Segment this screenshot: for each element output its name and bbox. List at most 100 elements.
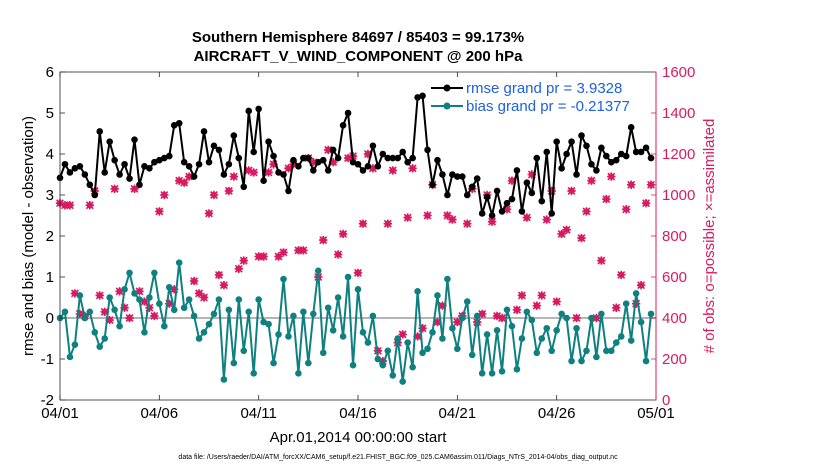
bias-point: [61, 308, 69, 316]
bias-point: [245, 308, 253, 316]
rmse-point: [478, 210, 486, 217]
bias-point: [459, 314, 466, 322]
bias-point: [141, 329, 148, 336]
obs-possible-marker: [320, 237, 327, 244]
bias-point: [106, 294, 113, 301]
obs-assimilated-marker: [179, 178, 189, 187]
bias-point: [622, 300, 630, 307]
bias-point: [543, 324, 551, 332]
obs-count-point: [65, 201, 75, 210]
rmse-point: [151, 158, 158, 166]
obs-count-point: [110, 184, 119, 194]
rmse-point: [508, 195, 516, 203]
rmse-point: [399, 148, 407, 156]
obs-possible-marker: [538, 292, 545, 299]
bias-point: [369, 312, 377, 320]
obs-possible-marker: [523, 214, 530, 221]
bias-point: [165, 283, 173, 291]
bias-point: [404, 339, 411, 346]
obs-assimilated-marker: [537, 291, 546, 300]
rmse-point: [459, 173, 466, 180]
rmse-point: [588, 160, 595, 168]
obs-possible-marker: [464, 220, 471, 227]
obs-count-point: [403, 213, 412, 222]
y-tick-label-left: -1: [41, 351, 54, 368]
bias-point: [344, 273, 352, 281]
rmse-point: [354, 160, 362, 168]
obs-assimilated-marker: [363, 149, 373, 159]
obs-possible-marker: [275, 253, 282, 260]
rmse-point: [608, 158, 615, 166]
bias-point: [434, 292, 441, 299]
obs-count-point: [646, 180, 656, 189]
obs-count-point: [219, 281, 229, 290]
obs-assimilated-marker: [557, 229, 566, 239]
obs-assimilated-marker: [175, 176, 184, 185]
obs-assimilated-marker: [269, 160, 278, 169]
obs-possible-marker: [389, 167, 396, 174]
y-tick-label-left: -2: [41, 392, 54, 409]
obs-count-point: [626, 180, 636, 189]
rmse-point: [419, 92, 426, 100]
rmse-point: [593, 167, 600, 174]
bias-point: [498, 368, 506, 375]
obs-count-point: [512, 305, 522, 314]
rmse-point: [121, 160, 128, 168]
bias-point: [101, 335, 108, 342]
bias-point: [66, 353, 74, 361]
obs-possible-marker: [111, 185, 118, 192]
rmse-point: [349, 158, 357, 166]
bias-point: [637, 318, 645, 326]
y-tick-label-left: 1: [46, 269, 54, 286]
obs-count-point: [358, 219, 368, 228]
obs-assimilated-marker: [443, 211, 452, 220]
obs-count-point: [224, 186, 234, 196]
obs-possible-marker: [543, 216, 550, 223]
bias-point: [156, 300, 163, 307]
rmse-point: [225, 160, 233, 168]
rmse-point: [583, 142, 590, 150]
obs-assimilated-marker: [70, 289, 80, 298]
obs-assimilated-marker: [105, 315, 114, 325]
obs-possible-marker: [578, 234, 585, 242]
rmse-point: [180, 158, 188, 166]
obs-possible-marker: [489, 218, 496, 225]
bias-point: [270, 359, 277, 367]
bias-point: [573, 324, 580, 332]
obs-count-point: [453, 317, 462, 327]
bias-point: [617, 333, 625, 340]
rmse-point: [463, 191, 471, 199]
obs-count-point: [249, 168, 258, 177]
bias-point: [429, 329, 436, 336]
obs-assimilated-marker: [512, 305, 522, 314]
rmse-point: [116, 171, 123, 178]
rmse-point: [449, 171, 456, 178]
rmse-point: [324, 167, 332, 174]
obs-assimilated-marker: [607, 172, 616, 181]
bias-point: [553, 327, 560, 334]
bias-point: [329, 327, 337, 334]
rmse-point: [359, 167, 367, 174]
bias-point: [449, 324, 456, 332]
rmse-point: [374, 163, 382, 170]
rmse-point: [429, 181, 436, 189]
obs-count-point: [130, 184, 139, 194]
obs-possible-marker: [359, 220, 367, 227]
obs-assimilated-marker: [333, 250, 343, 259]
obs-count-point: [622, 205, 631, 214]
obs-count-point: [562, 225, 571, 235]
obs-possible-marker: [628, 181, 635, 188]
chart-title: Southern Hemisphere 84697 / 85403 = 99.1…: [192, 29, 524, 46]
bias-point: [399, 378, 407, 385]
rmse-point: [434, 156, 441, 164]
obs-possible-marker: [200, 294, 208, 301]
rmse-point: [91, 191, 99, 199]
obs-assimilated-marker: [219, 281, 229, 290]
obs-assimilated-marker: [343, 153, 353, 163]
rmse-point: [642, 144, 650, 152]
obs-assimilated-marker: [120, 303, 129, 312]
obs-possible-marker: [384, 220, 391, 227]
legend: rmse grand pr = 3.9328 bias grand pr = -…: [431, 80, 630, 115]
rmse-point: [612, 156, 620, 164]
rmse-point: [215, 146, 223, 154]
